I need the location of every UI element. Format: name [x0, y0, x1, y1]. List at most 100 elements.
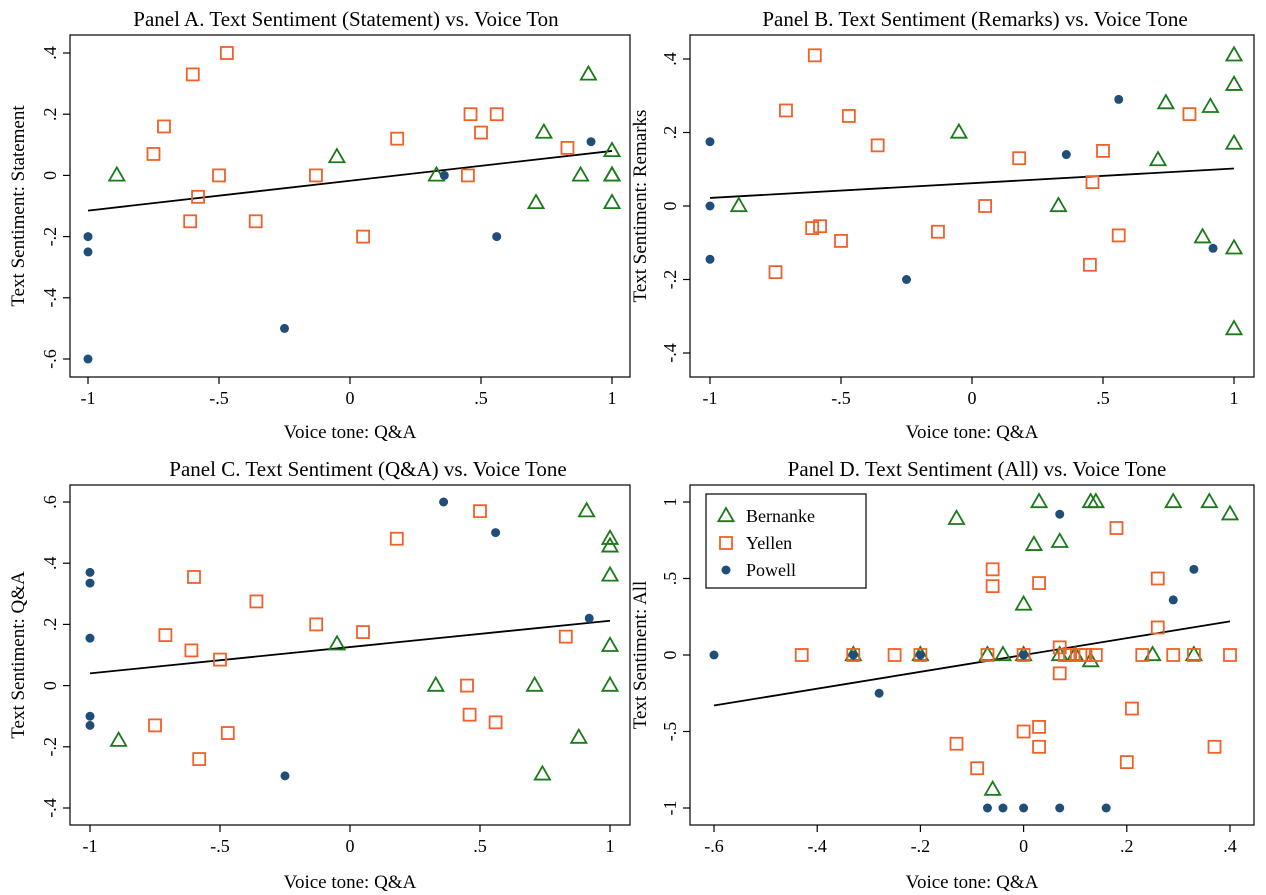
panel-d-point-powell [1189, 564, 1199, 574]
legend-marker-yellen [719, 536, 733, 550]
panel-b-point-bernanke [1224, 133, 1244, 150]
panel-a-x-tick-label: -1 [81, 388, 96, 408]
panel-c-point-yellen [460, 678, 474, 693]
panel-b-y-tick-label: -.2 [660, 270, 680, 290]
panel-d-point-powell [1019, 650, 1029, 660]
panel-d-point-yellen [970, 761, 985, 776]
panel-d-x-tick-label: .2 [1120, 836, 1134, 856]
panel-b-point-yellen [1182, 107, 1197, 122]
panel-c-y-tick-label: -.4 [40, 798, 60, 818]
panel-b-point-yellen [807, 48, 822, 63]
panel-b-point-powell [705, 201, 715, 211]
panel-c-point-bernanke [600, 536, 620, 553]
panel-b-point-yellen [978, 199, 992, 213]
panel-d-point-yellen [1052, 666, 1067, 681]
panel-a-x-axis-label: Voice tone: Q&A [284, 422, 417, 443]
panel-d-point-powell [1168, 595, 1178, 605]
panel-c-point-yellen [187, 570, 201, 584]
panel-d-point-powell [709, 650, 719, 660]
panel-b-point-bernanke [1148, 150, 1168, 167]
panel-c-point-yellen [158, 628, 173, 643]
panel-b-point-bernanke [1224, 74, 1244, 91]
panel-d-point-yellen [1223, 648, 1237, 662]
panel-d-point-bernanke [1014, 594, 1033, 611]
panel-a-point-yellen [157, 119, 171, 134]
panel-a-point-yellen [463, 107, 478, 122]
panel-b-point-yellen [870, 138, 885, 153]
panel-d-point-yellen [1016, 724, 1031, 739]
panel-d-point-yellen [887, 648, 902, 662]
panel-b-point-yellen [841, 109, 856, 123]
panel-b-point-yellen [834, 234, 848, 248]
panel-b-x-tick-label: -.5 [831, 388, 851, 408]
panel-c-y-axis-label: Text Sentiment: Q&A [8, 571, 29, 739]
panel-d-point-yellen [1150, 620, 1165, 635]
panel-d-point-powell [874, 688, 884, 698]
panel-b-point-yellen [805, 221, 820, 235]
panel-d-point-yellen [1150, 571, 1165, 586]
panel-a-x-tick-label: -.5 [209, 388, 229, 408]
panel-d-point-bernanke [1220, 504, 1240, 521]
panel-b-x-tick-label: 0 [968, 388, 977, 408]
panel-b-point-yellen [1083, 257, 1097, 272]
legend-label-powell: Powell [746, 560, 796, 580]
panel-d-y-tick-label: .5 [660, 572, 680, 586]
panel-d-point-yellen [1088, 648, 1103, 662]
panel-a-y-tick-label: -.6 [40, 349, 60, 369]
panel-c-y-tick-label: .4 [40, 556, 60, 570]
panel-a-point-bernanke [602, 141, 622, 158]
panel-a-point-powell [439, 170, 449, 180]
legend-marker-bernanke [716, 506, 736, 523]
panel-b-point-powell [705, 254, 715, 264]
panel-d-point-powell [982, 803, 992, 813]
panel-c-fit-line [89, 619, 611, 675]
panel-d-x-tick-label: -.4 [807, 836, 827, 856]
panel-a-point-powell [492, 232, 502, 242]
panel-b-point-powell [1208, 243, 1218, 253]
panel-b-point-yellen [1096, 143, 1110, 158]
panel-c-x-tick-label: 0 [346, 836, 355, 856]
panel-c-point-yellen [473, 504, 487, 519]
panel-d-point-bernanke [1164, 492, 1183, 509]
panel-c-point-yellen [462, 707, 477, 722]
panel-c-point-yellen [148, 718, 162, 733]
panel-b-point-bernanke [1201, 96, 1220, 113]
panel-b-x-tick-label: 1 [1230, 388, 1239, 408]
panel-c-point-bernanke [109, 730, 128, 747]
panel-b-point-powell [705, 137, 715, 147]
panel-b-y-tick-label: 0 [660, 202, 680, 211]
panel-d-point-yellen [846, 648, 861, 662]
panel-b-point-yellen [1085, 175, 1100, 190]
panel-a-point-yellen [390, 131, 405, 146]
panel-b-point-bernanke [1193, 227, 1212, 244]
panel-b-y-tick-label: .2 [660, 126, 680, 140]
panel-d-point-yellen [1135, 648, 1150, 662]
panel-d-point-yellen [1032, 720, 1046, 734]
panel-a-x-tick-label: 0 [346, 388, 355, 408]
panel-a-point-yellen [460, 168, 475, 183]
panel-b-title: Panel B. Text Sentiment (Remarks) vs. Vo… [762, 7, 1187, 31]
panel-a-point-bernanke [534, 122, 554, 139]
panel-d-point-bernanke [1050, 531, 1069, 548]
panel-c-point-powell [280, 771, 290, 781]
panel-c-point-yellen [192, 752, 207, 766]
panel-b-y-axis-label: Text Sentiment: Remarks [630, 110, 651, 303]
panel-b-point-yellen [813, 219, 827, 234]
panel-b-point-bernanke [729, 196, 748, 213]
panel-a-point-bernanke [327, 147, 347, 164]
panel-c-x-tick-label: 1 [606, 836, 615, 856]
panel-c-point-yellen [220, 726, 235, 740]
panel-d-point-bernanke [1200, 492, 1219, 509]
panel-d-point-yellen [1186, 648, 1201, 662]
panel-d-point-bernanke [983, 779, 1002, 796]
panel-a-y-tick-label: -.4 [40, 288, 60, 308]
panel-a-y-tick-label: .4 [40, 46, 60, 60]
panel-d-x-tick-label: -.6 [704, 836, 724, 856]
panel-d-point-yellen [1063, 648, 1077, 662]
panel-a-point-bernanke [571, 165, 590, 182]
panel-a-point-bernanke [602, 193, 622, 210]
panel-a-plot-frame [69, 34, 631, 378]
panel-d-point-powell [998, 803, 1008, 813]
panel-c-point-bernanke [327, 634, 347, 651]
panel-a-point-powell [586, 137, 596, 147]
